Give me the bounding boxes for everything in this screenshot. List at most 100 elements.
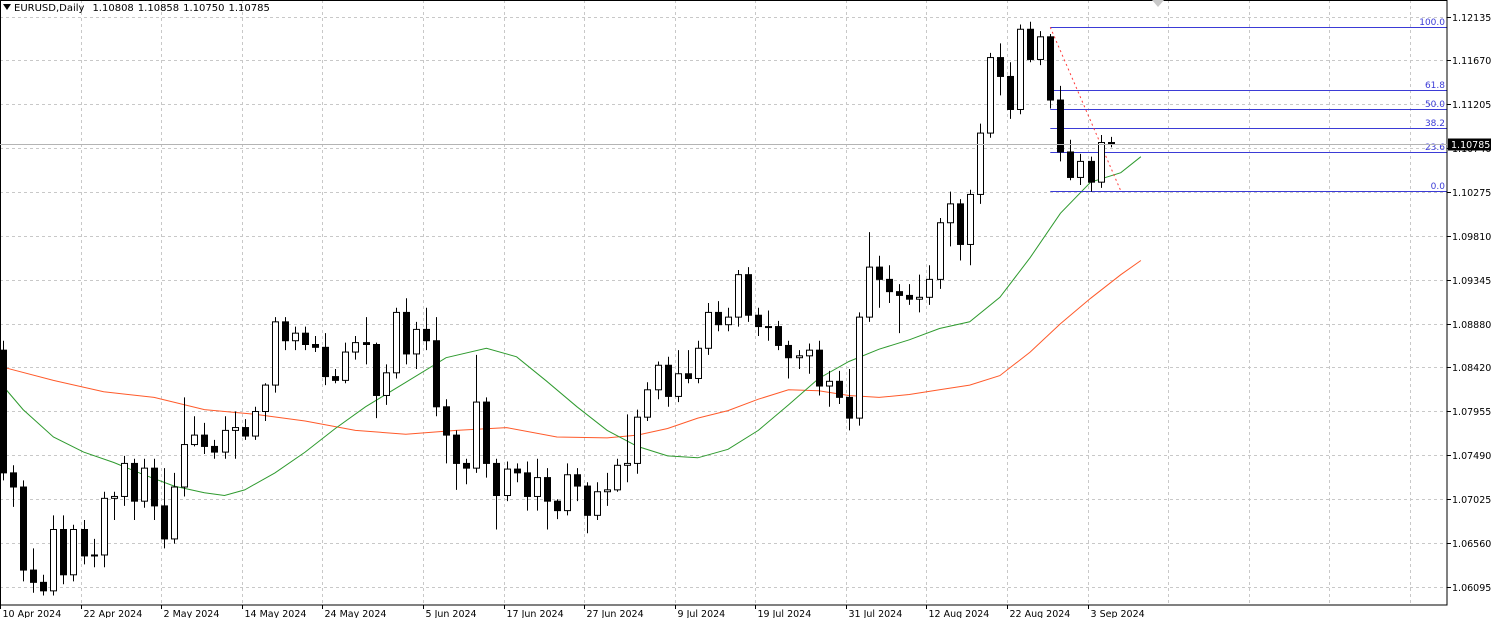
candle-body [514, 468, 521, 474]
candle-body [302, 332, 309, 346]
candle-body [443, 406, 450, 436]
candle-body [141, 467, 148, 502]
candle-body [211, 445, 218, 453]
candle-body [544, 477, 551, 502]
candle-body [413, 328, 420, 355]
candle-body [352, 342, 359, 353]
candle-body [906, 294, 913, 300]
candle-body [262, 384, 269, 413]
candle-body [967, 193, 974, 245]
candle-body [534, 477, 541, 497]
candle-body [101, 497, 108, 556]
candle-body [393, 311, 400, 374]
x-tick-label: 19 Jul 2024 [758, 609, 812, 618]
candle-body [161, 505, 168, 540]
y-tick-label: 1.11670 [1452, 56, 1491, 67]
candlesticks [0, 21, 1115, 596]
symbol-timeframe: EURUSD,Daily [14, 3, 85, 14]
candle-body [675, 373, 682, 397]
candle-body [151, 467, 158, 507]
candle-body [232, 427, 239, 431]
candle-body [20, 486, 27, 571]
candle-body [252, 411, 259, 437]
y-tick-label: 1.08880 [1452, 320, 1491, 331]
candle-body [846, 396, 853, 419]
candle-body [745, 274, 752, 316]
fibonacci-retracement[interactable]: 100.0 61.8 50.0 38.2 23.6 0.0 [1049, 18, 1447, 192]
y-tick-label: 1.07025 [1452, 495, 1491, 506]
y-tick-label: 1.09345 [1452, 276, 1491, 287]
candle-body [1067, 151, 1074, 178]
candle-body [60, 528, 67, 576]
candle-body [383, 372, 390, 396]
close-value: 1.10785 [228, 3, 270, 14]
candle-body [121, 462, 128, 497]
candle-body [1057, 99, 1064, 153]
candle-body [423, 328, 430, 342]
candle-body [685, 373, 692, 379]
candle-body [856, 316, 863, 419]
candle-body [695, 347, 702, 379]
candle-body [826, 380, 833, 387]
candle-body [282, 321, 289, 342]
x-tick-label: 14 May 2024 [245, 609, 307, 618]
candle-body [836, 380, 843, 398]
candle-body [755, 314, 762, 328]
candle-body [655, 364, 662, 391]
candle-body [1077, 160, 1084, 178]
ohlc-values: 1.10808 1.10858 1.10750 1.10785 [92, 3, 273, 14]
candle-body [10, 472, 17, 488]
candle-body [111, 495, 118, 499]
candle-body [896, 291, 903, 296]
candle-body [705, 311, 712, 349]
chart-header: EURUSD,Daily 1.10808 1.10858 1.10750 1.10785 [3, 3, 274, 14]
candle-body [1108, 142, 1115, 145]
candle-body [322, 346, 329, 378]
candle-body [181, 444, 188, 488]
y-tick-label: 1.09810 [1452, 232, 1491, 243]
candle-body [886, 278, 893, 293]
fibo-level-label: 100.0 [1419, 18, 1445, 28]
candle-body [342, 351, 349, 381]
candle-body [81, 528, 88, 557]
candle-body [624, 462, 631, 466]
candle-body [50, 528, 57, 592]
low-value: 1.10750 [183, 3, 225, 14]
candle-body [312, 344, 319, 348]
candle-body [473, 401, 480, 469]
candle-body [604, 489, 611, 493]
candle-body [876, 266, 883, 280]
current-price-badge [1448, 138, 1491, 151]
candle-body [806, 349, 813, 357]
x-tick-label: 22 Aug 2024 [1010, 609, 1071, 618]
y-tick-label: 1.07955 [1452, 407, 1491, 418]
candle-body [171, 486, 178, 540]
candle-body [584, 485, 591, 516]
candle-body [332, 376, 339, 381]
fibo-level-label: 61.8 [1425, 81, 1445, 91]
high-value: 1.10858 [137, 3, 180, 14]
candle-body [775, 326, 782, 346]
candle-body [201, 434, 208, 447]
candle-body [1047, 36, 1054, 101]
candle-body [1007, 75, 1014, 110]
candle-body [493, 462, 500, 497]
fibo-level-label: 38.2 [1425, 119, 1445, 129]
y-tick-label: 1.12135 [1452, 13, 1491, 24]
candle-body [433, 340, 440, 408]
fibo-level-label: 50.0 [1425, 100, 1445, 110]
candle-body [373, 344, 380, 396]
candle-body [1027, 28, 1034, 60]
plot-frame [0, 0, 1448, 606]
candle-body [242, 427, 249, 437]
candle-body [524, 472, 531, 497]
chart-shift-marker-icon[interactable] [1152, 0, 1164, 7]
candle-body [594, 491, 601, 516]
y-tick-label: 1.11205 [1452, 100, 1491, 111]
candle-body [1017, 28, 1024, 110]
candle-body [554, 500, 561, 512]
x-tick-label: 17 Jun 2024 [507, 609, 564, 618]
candle-body [937, 222, 944, 280]
chart-menu-triangle-icon[interactable] [3, 4, 11, 10]
